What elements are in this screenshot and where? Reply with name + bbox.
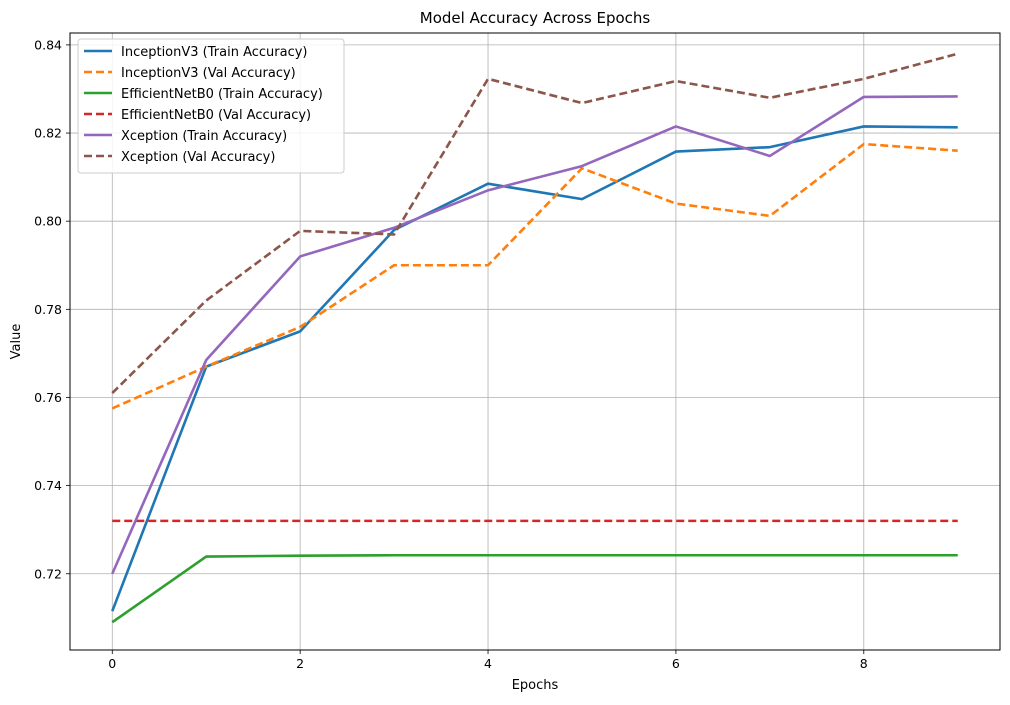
legend-box [77,38,345,174]
legend-label: Xception (Val Accuracy) [121,150,275,165]
y-tick-label: 0.80 [34,214,62,229]
x-tick-label: 6 [672,656,680,671]
axis-ticks: 0 2 4 6 8 0.72 0.74 0.76 0.78 0.80 0.82 0.84 [34,37,868,671]
y-tick-label: 0.76 [34,390,62,405]
legend-label: EfficientNetB0 (Val Accuracy) [121,108,311,123]
legend-label: InceptionV3 (Train Accuracy) [121,45,308,60]
x-tick-label: 8 [860,656,868,671]
chart-title: Model Accuracy Across Epochs [420,9,651,27]
x-axis-label: Epochs [512,678,559,693]
legend-label: EfficientNetB0 (Train Accuracy) [121,87,323,102]
y-tick-label: 0.72 [34,566,62,581]
grid [70,33,1000,650]
series-lines [111,52,959,624]
y-tick-label: 0.74 [34,478,62,493]
x-tick-label: 0 [108,656,116,671]
series-line-1 [111,125,958,612]
y-tick-label: 0.78 [34,302,62,317]
legend-label: InceptionV3 (Val Accuracy) [121,66,296,81]
y-tick-label: 0.84 [34,37,62,52]
series-line-5 [111,95,958,575]
series-line-3 [111,553,958,624]
x-tick-label: 4 [484,656,492,671]
y-axis-label: Value [9,324,24,360]
y-tick-label: 0.82 [34,126,62,141]
legend-label: Xception (Train Accuracy) [121,129,287,144]
legend: InceptionV3 (Train Accuracy) InceptionV3 … [77,38,345,174]
plot-frame [69,32,1001,651]
x-tick-label: 2 [296,656,304,671]
